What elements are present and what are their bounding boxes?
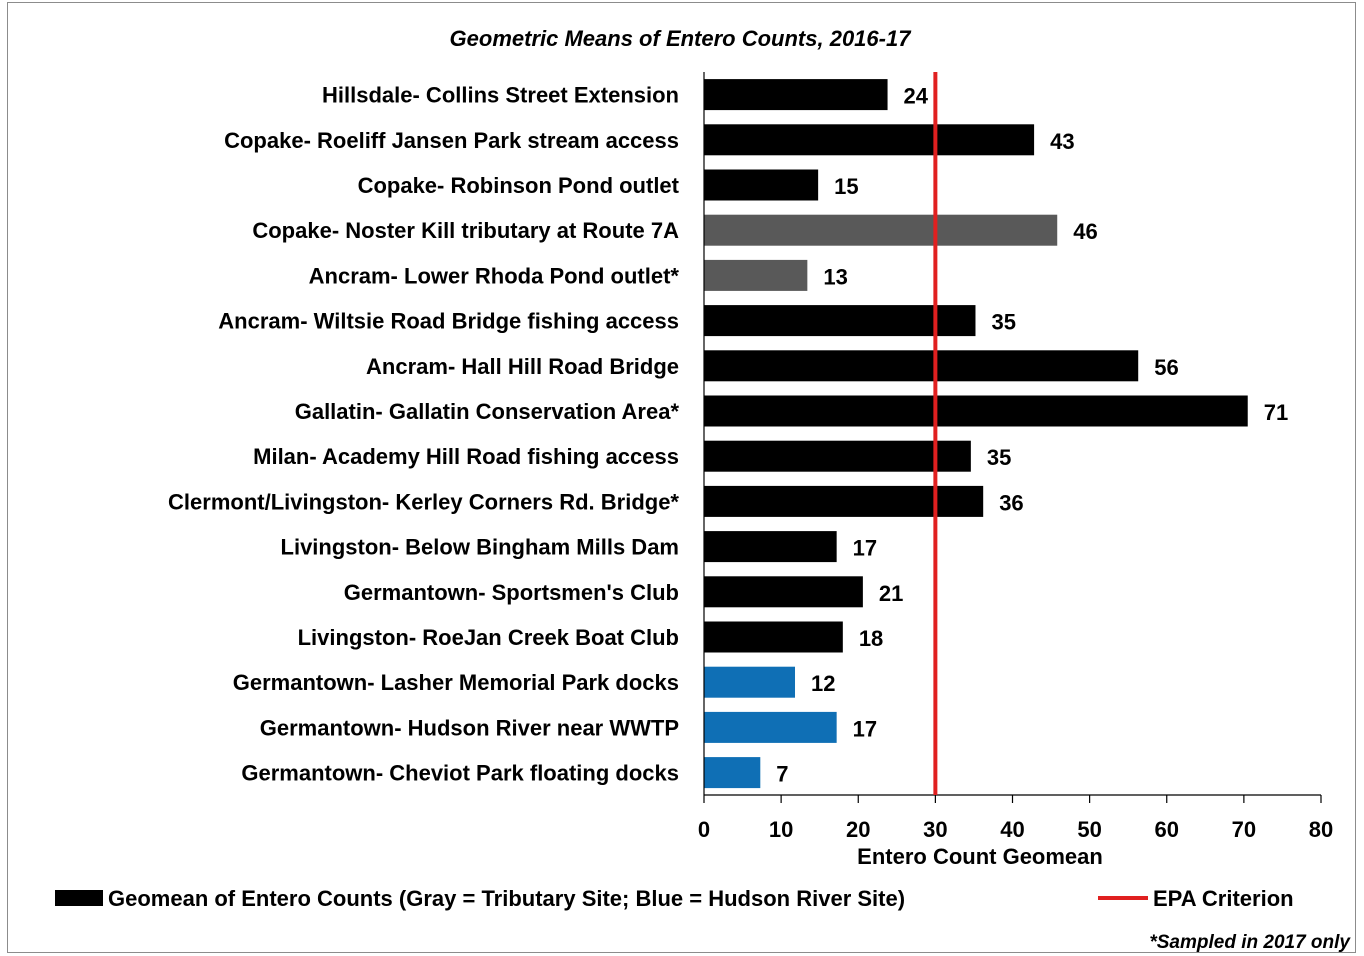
bar-hudson bbox=[704, 757, 761, 789]
bar-main bbox=[704, 485, 984, 517]
bar-main bbox=[704, 395, 1248, 427]
x-axis: 0 10 20 30 40 50 60 70 80 bbox=[698, 72, 1333, 842]
bar-main bbox=[704, 531, 837, 563]
data-label: 56 bbox=[1154, 355, 1178, 380]
data-label: 21 bbox=[879, 581, 903, 606]
category-label: Copake- Robinson Pond outlet bbox=[358, 173, 680, 198]
bar-main bbox=[704, 576, 863, 608]
data-label: 17 bbox=[853, 536, 877, 561]
chart-title: Geometric Means of Entero Counts, 2016-1… bbox=[450, 26, 913, 51]
data-label: 35 bbox=[987, 445, 1011, 470]
data-label: 36 bbox=[999, 490, 1023, 515]
bar-main bbox=[704, 440, 971, 472]
data-label: 71 bbox=[1264, 400, 1288, 425]
data-label: 13 bbox=[823, 264, 847, 289]
x-axis-title: Entero Count Geomean bbox=[857, 844, 1103, 869]
bar-main bbox=[704, 305, 976, 337]
category-label: Germantown- Cheviot Park floating docks bbox=[241, 761, 679, 786]
x-tick-label: 50 bbox=[1077, 817, 1101, 842]
data-label: 12 bbox=[811, 671, 835, 696]
data-label: 7 bbox=[776, 762, 788, 787]
category-label: Ancram- Hall Hill Road Bridge bbox=[366, 354, 679, 379]
category-label: Copake- Noster Kill tributary at Route 7… bbox=[252, 218, 679, 243]
x-tick-label: 60 bbox=[1155, 817, 1179, 842]
x-tick-label: 70 bbox=[1232, 817, 1256, 842]
x-tick-label: 20 bbox=[846, 817, 870, 842]
category-label: Ancram- Wiltsie Road Bridge fishing acce… bbox=[218, 309, 679, 334]
chart-frame bbox=[7, 2, 1356, 953]
legend-series-swatch bbox=[55, 890, 103, 906]
x-tick-label: 0 bbox=[698, 817, 710, 842]
bars-layer: Hillsdale- Collins Street Extension 24 Cop… bbox=[168, 79, 1288, 789]
category-label: Copake- Roeliff Jansen Park stream acces… bbox=[224, 128, 679, 153]
data-label: 24 bbox=[904, 84, 929, 109]
category-label: Livingston- Below Bingham Mills Dam bbox=[281, 535, 679, 560]
bar-hudson bbox=[704, 666, 796, 698]
data-label: 43 bbox=[1050, 129, 1074, 154]
data-label: 46 bbox=[1073, 219, 1097, 244]
bar-hudson bbox=[704, 711, 837, 743]
bar-main bbox=[704, 621, 843, 653]
x-tick-label: 30 bbox=[923, 817, 947, 842]
bar-main bbox=[704, 79, 888, 111]
bar-tributary bbox=[704, 259, 808, 291]
category-label: Ancram- Lower Rhoda Pond outlet* bbox=[309, 263, 680, 288]
category-label: Milan- Academy Hill Road fishing access bbox=[253, 444, 679, 469]
footnote: *Sampled in 2017 only bbox=[1149, 932, 1351, 953]
x-tick-label: 80 bbox=[1309, 817, 1333, 842]
data-label: 17 bbox=[853, 716, 877, 741]
bar-tributary bbox=[704, 214, 1058, 246]
data-label: 35 bbox=[991, 310, 1015, 335]
x-tick-label: 40 bbox=[1000, 817, 1024, 842]
x-tick-label: 10 bbox=[769, 817, 793, 842]
category-label: Germantown- Hudson River near WWTP bbox=[260, 715, 679, 740]
bar-main bbox=[704, 350, 1139, 382]
category-label: Germantown- Lasher Memorial Park docks bbox=[233, 670, 679, 695]
legend: Geomean of Entero Counts (Gray = Tributa… bbox=[55, 886, 1294, 911]
category-label: Hillsdale- Collins Street Extension bbox=[322, 83, 679, 108]
category-label: Gallatin- Gallatin Conservation Area* bbox=[295, 399, 680, 424]
bar-main bbox=[704, 169, 819, 201]
category-label: Clermont/Livingston- Kerley Corners Rd. … bbox=[168, 489, 679, 514]
category-label: Livingston- RoeJan Creek Boat Club bbox=[298, 625, 679, 650]
bar-main bbox=[704, 124, 1035, 156]
data-label: 15 bbox=[834, 174, 858, 199]
legend-series-label: Geomean of Entero Counts (Gray = Tributa… bbox=[108, 886, 905, 911]
category-label: Germantown- Sportsmen's Club bbox=[344, 580, 679, 605]
data-label: 18 bbox=[859, 626, 883, 651]
legend-criterion-label: EPA Criterion bbox=[1153, 886, 1294, 911]
